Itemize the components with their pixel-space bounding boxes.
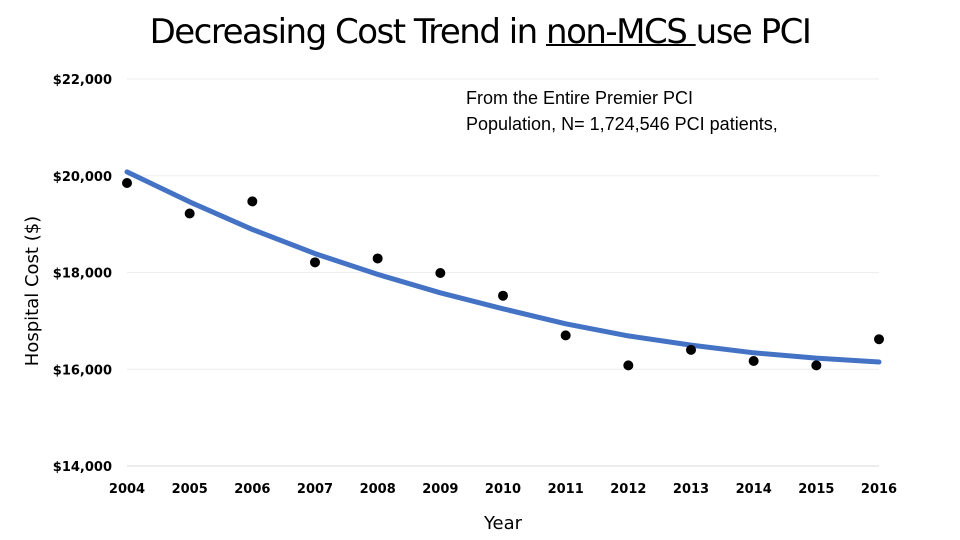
title-part1: Decreasing Cost Trend in bbox=[149, 12, 547, 52]
data-point bbox=[874, 334, 884, 345]
data-point bbox=[435, 267, 446, 278]
x-axis-label: Year bbox=[483, 513, 523, 534]
y-tick-label: $22,000 bbox=[53, 73, 112, 88]
data-points bbox=[122, 178, 884, 371]
data-point bbox=[372, 253, 383, 264]
chart-title: Decreasing Cost Trend in non-MCS use PCI bbox=[0, 12, 960, 52]
data-point bbox=[811, 360, 822, 371]
data-point bbox=[686, 344, 696, 355]
y-tick-label: $14,000 bbox=[53, 460, 112, 475]
y-tick-label: $16,000 bbox=[53, 363, 112, 378]
x-tick-label: 2005 bbox=[172, 482, 208, 497]
x-tick-label: 2004 bbox=[109, 482, 145, 497]
x-tick-label: 2014 bbox=[736, 482, 772, 497]
data-point bbox=[122, 178, 132, 189]
title-underlined: non-MCS bbox=[546, 12, 696, 52]
x-tick-label: 2007 bbox=[297, 482, 333, 497]
data-point bbox=[560, 330, 571, 341]
x-tick-label: 2011 bbox=[548, 482, 584, 497]
x-tick-label: 2016 bbox=[861, 482, 897, 497]
y-tick-labels: $14,000 $16,000 $18,000 $20,000 $22,000 bbox=[53, 73, 112, 475]
x-tick-label: 2015 bbox=[798, 482, 834, 497]
x-tick-label: 2009 bbox=[422, 482, 458, 497]
annotation-line-1: From the Entire Premier PCI bbox=[466, 88, 693, 108]
data-point bbox=[748, 356, 759, 367]
y-tick-label: $20,000 bbox=[53, 170, 112, 185]
data-point bbox=[623, 360, 634, 371]
x-tick-label: 2012 bbox=[610, 482, 646, 497]
data-point bbox=[310, 257, 320, 268]
data-point bbox=[498, 290, 508, 301]
gridlines bbox=[127, 78, 879, 370]
y-axis-label: Hospital Cost ($) bbox=[22, 216, 43, 366]
x-tick-label: 2013 bbox=[673, 482, 709, 497]
x-tick-labels: 2004 2005 2006 2007 2008 2009 2010 2011 2012 2013… bbox=[109, 482, 897, 497]
y-tick-label: $18,000 bbox=[53, 267, 112, 282]
x-tick-label: 2010 bbox=[485, 482, 521, 497]
trend-line bbox=[124, 169, 882, 365]
annotation-line-2: Population, N= 1,724,546 PCI patients, bbox=[466, 114, 778, 134]
data-point bbox=[184, 208, 195, 219]
x-tick-label: 2006 bbox=[234, 482, 270, 497]
title-part2: use PCI bbox=[695, 12, 812, 52]
data-point bbox=[247, 196, 258, 207]
x-tick-label: 2008 bbox=[360, 482, 396, 497]
